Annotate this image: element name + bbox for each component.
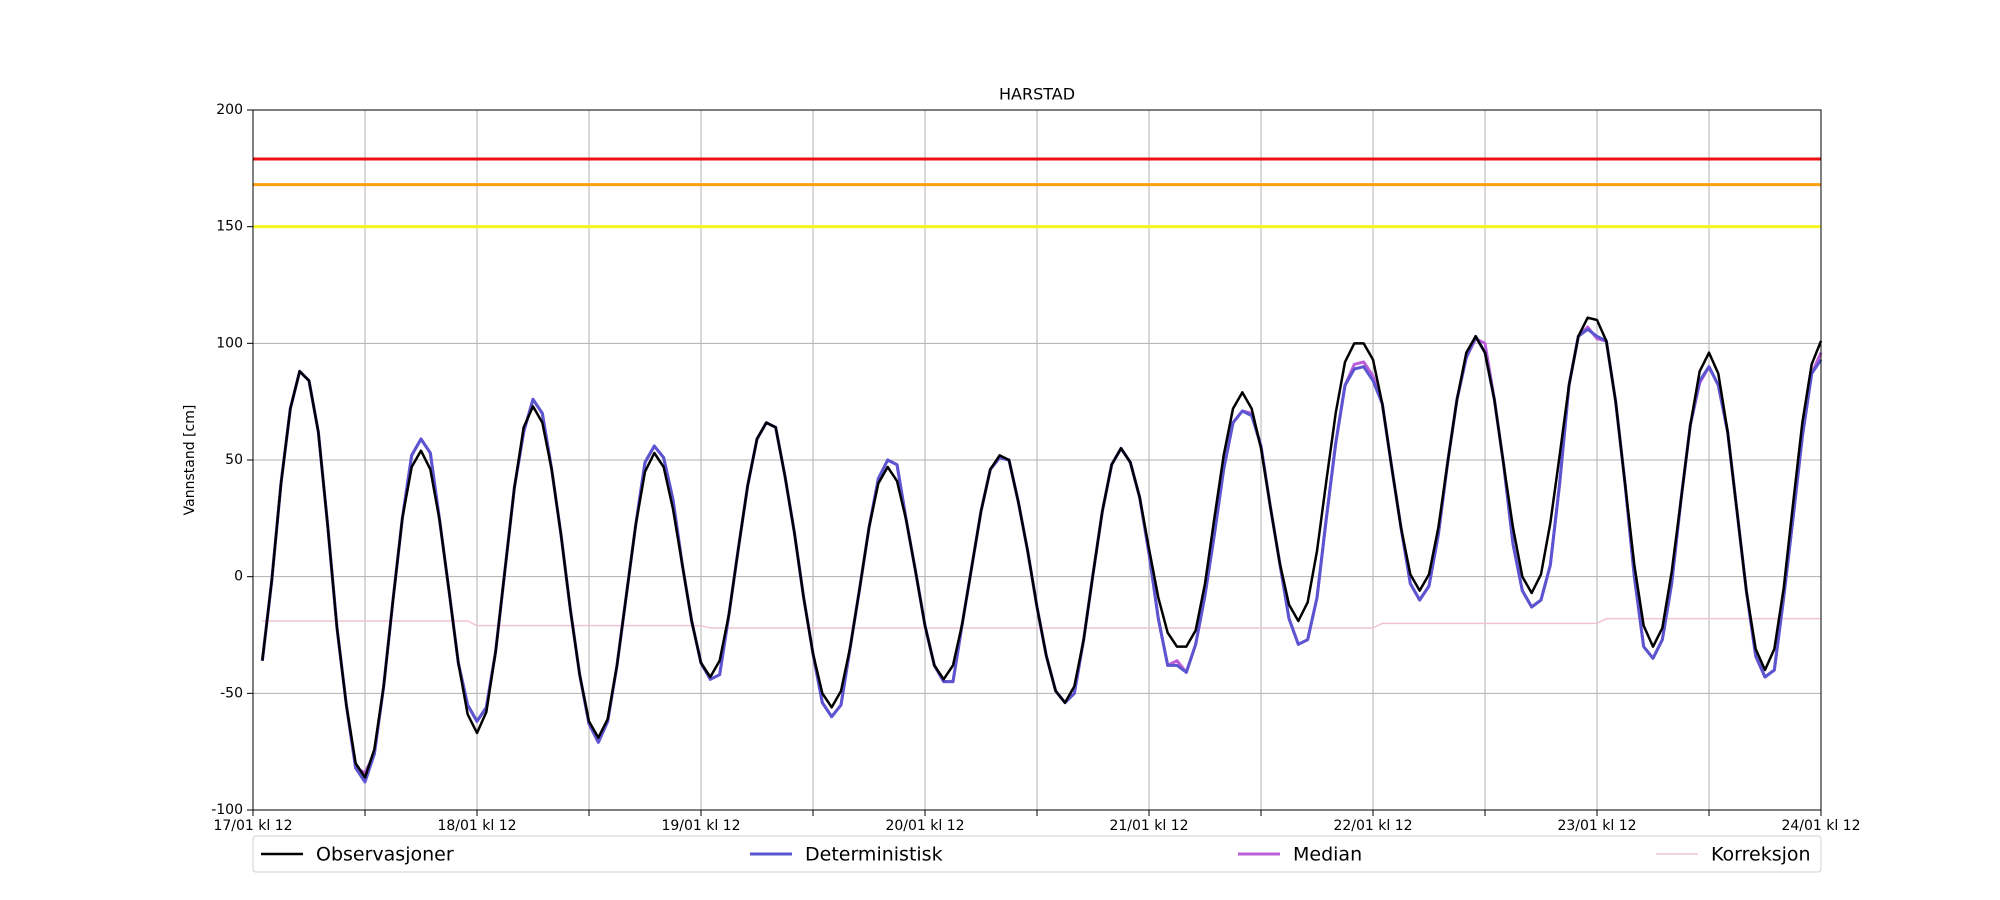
- x-tick-label: 19/01 kl 12: [661, 818, 740, 834]
- series-line: [260, 327, 1823, 784]
- legend-label: Median: [1293, 844, 1362, 866]
- x-tick-label: 23/01 kl 12: [1557, 818, 1636, 834]
- series-line: [261, 316, 1823, 779]
- x-tick-label: 18/01 kl 12: [437, 818, 516, 834]
- legend-label: Korreksjon: [1711, 844, 1811, 866]
- y-tick-label: 0: [234, 569, 243, 585]
- y-tick-label: -100: [211, 802, 243, 818]
- x-tick-label: 20/01 kl 12: [885, 818, 964, 834]
- legend-box: [252, 835, 1822, 873]
- series-line: [260, 325, 1823, 775]
- plot-frame: [252, 109, 1822, 811]
- x-tick-label: 22/01 kl 12: [1333, 818, 1412, 834]
- legend-label: Observasjoner: [316, 844, 454, 866]
- y-tick-label: -50: [220, 685, 243, 701]
- x-tick-label: 21/01 kl 12: [1109, 818, 1188, 834]
- y-tick-label: 150: [216, 219, 243, 235]
- y-tick-label: 100: [216, 335, 243, 351]
- legend: Observasjoner Deterministisk Median Korreks…: [252, 835, 1822, 873]
- y-tick-label: 50: [225, 452, 243, 468]
- x-tick-label: 17/01 kl 12: [213, 818, 292, 834]
- legend-label: Deterministisk: [805, 844, 943, 866]
- y-axis-label: Vannstand [cm]: [182, 405, 198, 516]
- chart-title: HARSTAD: [999, 85, 1075, 104]
- y-tick-label: 200: [216, 102, 243, 118]
- x-tick-label: 24/01 kl 12: [1781, 818, 1860, 834]
